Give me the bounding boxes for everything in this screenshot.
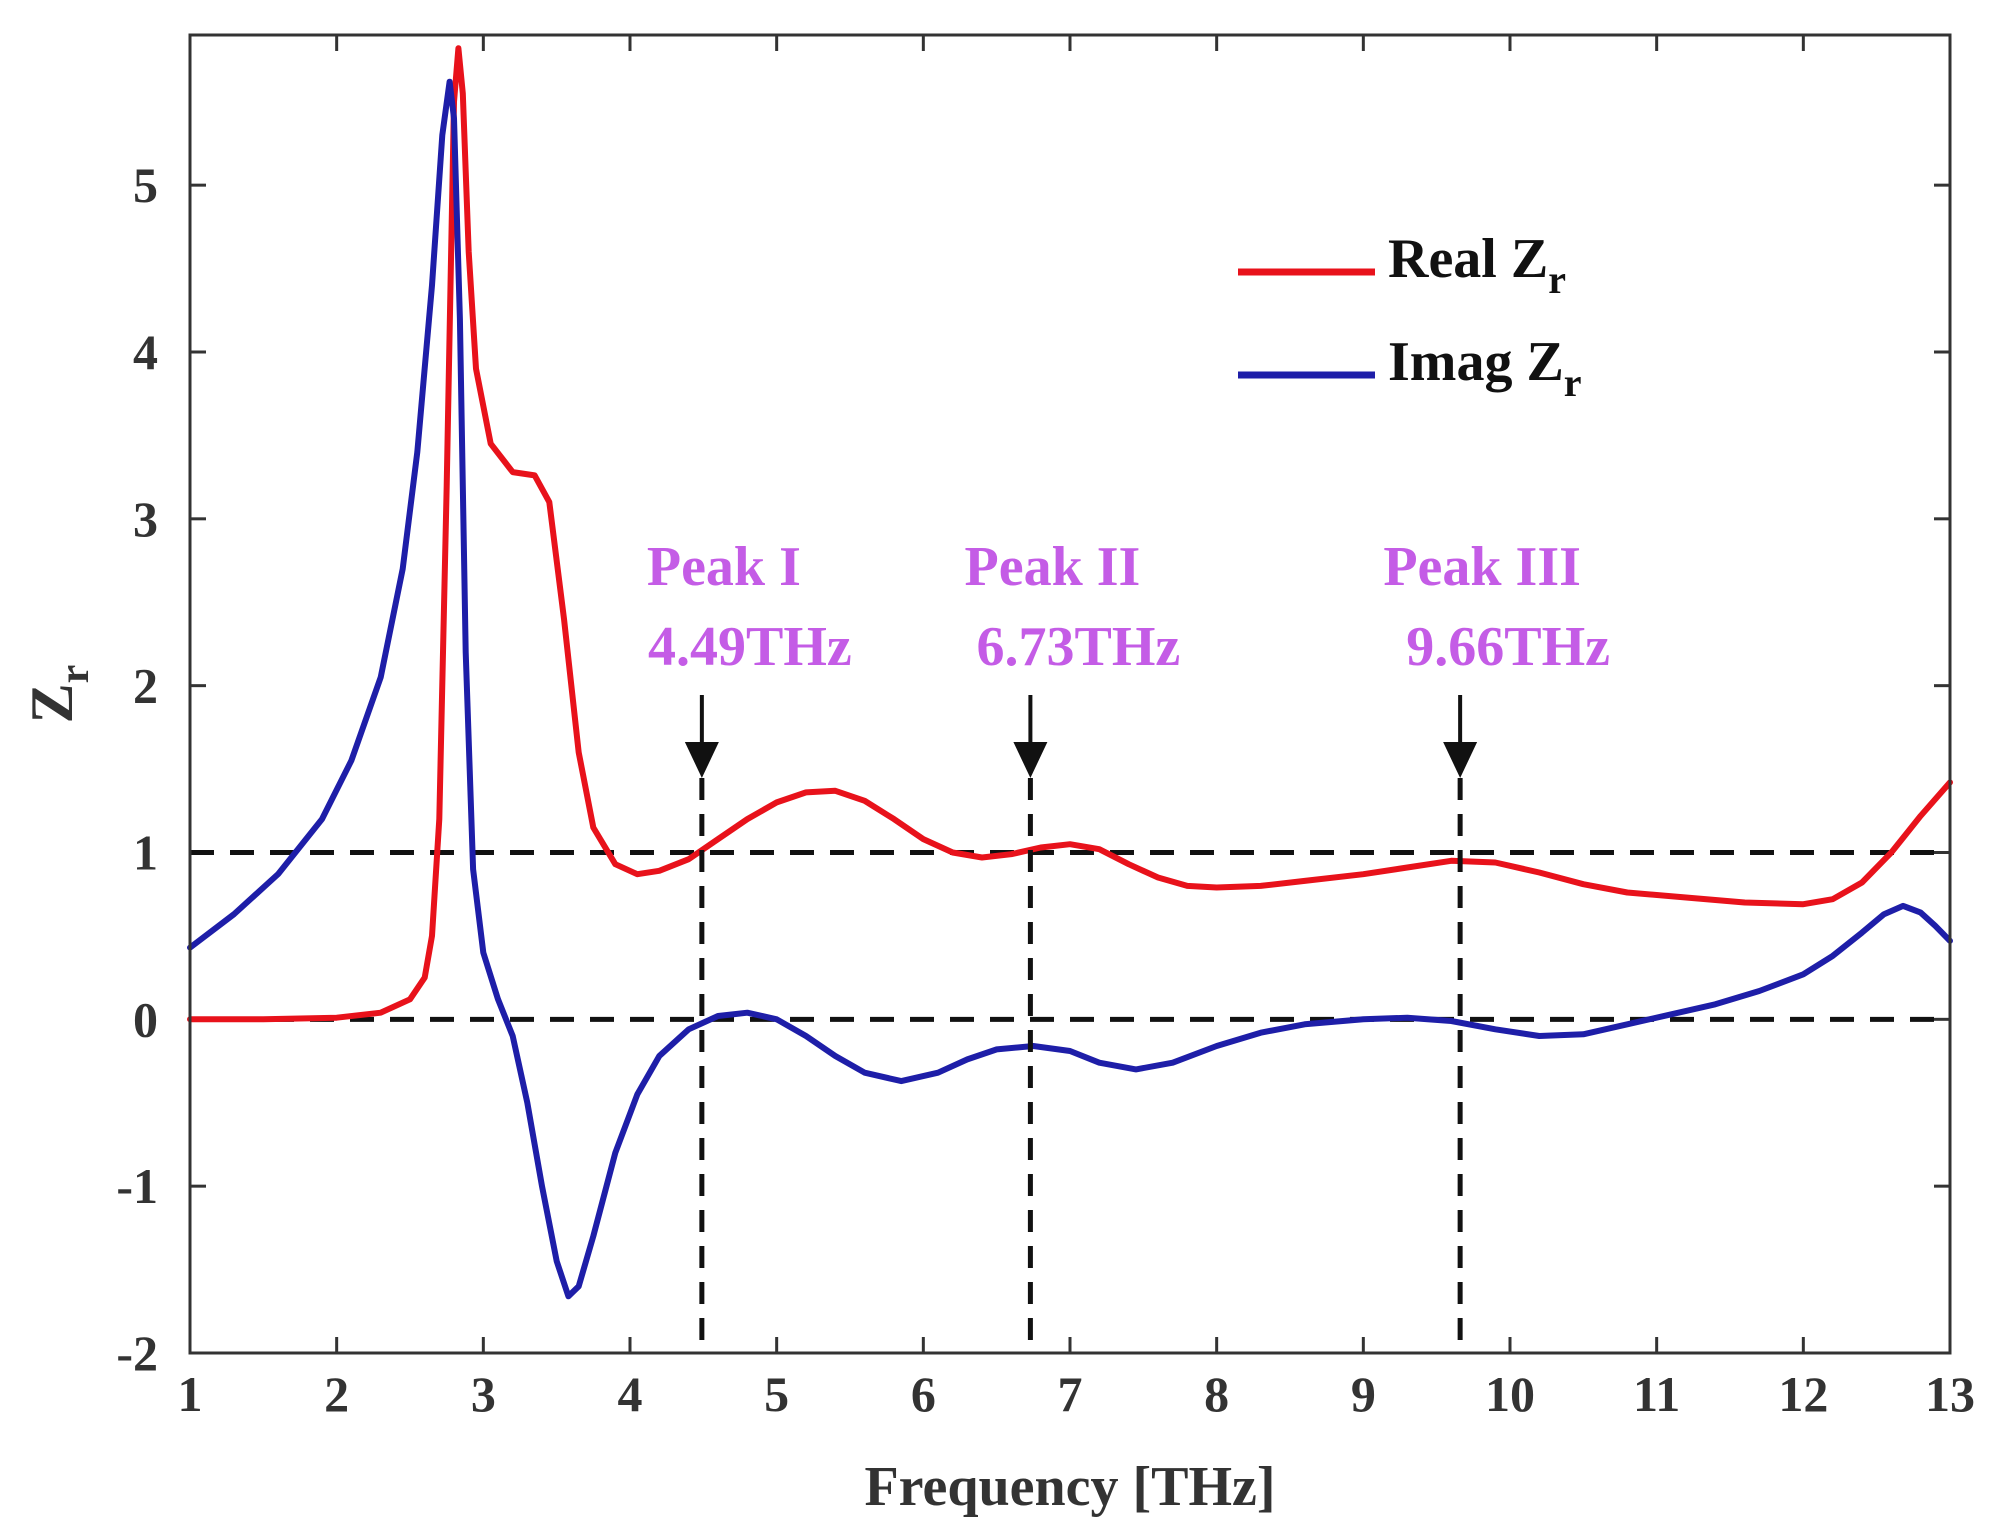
x-tick-label-6: 6: [911, 1366, 936, 1422]
y-tick-label-4: 4: [133, 324, 158, 380]
legend: Real Zr Imag Zr: [1238, 228, 1582, 405]
plot-frame: [188, 33, 1952, 1355]
y-tick-label--2: -2: [116, 1325, 158, 1381]
legend-imag-sub: r: [1564, 360, 1582, 405]
x-tick-label-3: 3: [471, 1366, 496, 1422]
x-tick-label-9: 9: [1351, 1366, 1376, 1422]
peak-arrow-head-3: [1443, 742, 1478, 778]
series-line-real: [187, 45, 1953, 1023]
reference-lines: [190, 849, 1950, 1022]
peak-arrow-head-1: [684, 742, 719, 778]
x-tick-label-7: 7: [1058, 1366, 1083, 1422]
x-axis-label: Frequency [THz]: [864, 1456, 1275, 1518]
legend-real-sub: r: [1548, 257, 1566, 302]
peak-annotations: Peak I 4.49THz Peak II 6.73THz Peak III 9.66T…: [647, 536, 1610, 1353]
y-tick-label-0: 0: [133, 991, 158, 1047]
x-tick-label-13: 13: [1925, 1366, 1975, 1422]
series-line-imag: [187, 78, 1953, 1300]
peak-label-2: Peak II: [965, 536, 1141, 598]
x-tick-label-10: 10: [1485, 1366, 1535, 1422]
y-tick-label-1: 1: [133, 824, 158, 880]
x-tick-label-4: 4: [618, 1366, 643, 1422]
axis-ticks: [188, 35, 1952, 1355]
legend-label-imag: Imag Zr: [1388, 331, 1582, 405]
peak-frequency-1: 4.49THz: [648, 616, 852, 678]
x-tick-label-12: 12: [1778, 1366, 1828, 1422]
x-tick-label-2: 2: [324, 1366, 349, 1422]
y-tick-label-2: 2: [133, 658, 158, 714]
x-tick-label-5: 5: [764, 1366, 789, 1422]
peak-frequency-3: 9.66THz: [1406, 616, 1610, 678]
x-tick-label-11: 11: [1633, 1366, 1680, 1422]
y-axis-label-sub: r: [52, 665, 98, 684]
peak-arrow-head-2: [1013, 742, 1048, 778]
x-tick-label-8: 8: [1204, 1366, 1229, 1422]
legend-label-real: Real Zr: [1388, 228, 1566, 302]
peak-frequency-2: 6.73THz: [977, 616, 1181, 678]
y-axis-label: Zr: [19, 665, 98, 724]
y-tick-label-3: 3: [133, 491, 158, 547]
peak-label-1: Peak I: [647, 536, 801, 598]
peak-label-3: Peak III: [1383, 536, 1581, 598]
y-tick-label-5: 5: [133, 157, 158, 213]
legend-imag-name: Imag Z: [1388, 331, 1564, 393]
series-lines: [187, 45, 1953, 1300]
plot-background: [190, 35, 1950, 1353]
y-axis-label-main: Z: [19, 683, 85, 723]
legend-real-name: Real Z: [1388, 228, 1548, 290]
x-tick-label-1: 1: [178, 1366, 203, 1422]
y-tick-label--1: -1: [116, 1158, 158, 1214]
